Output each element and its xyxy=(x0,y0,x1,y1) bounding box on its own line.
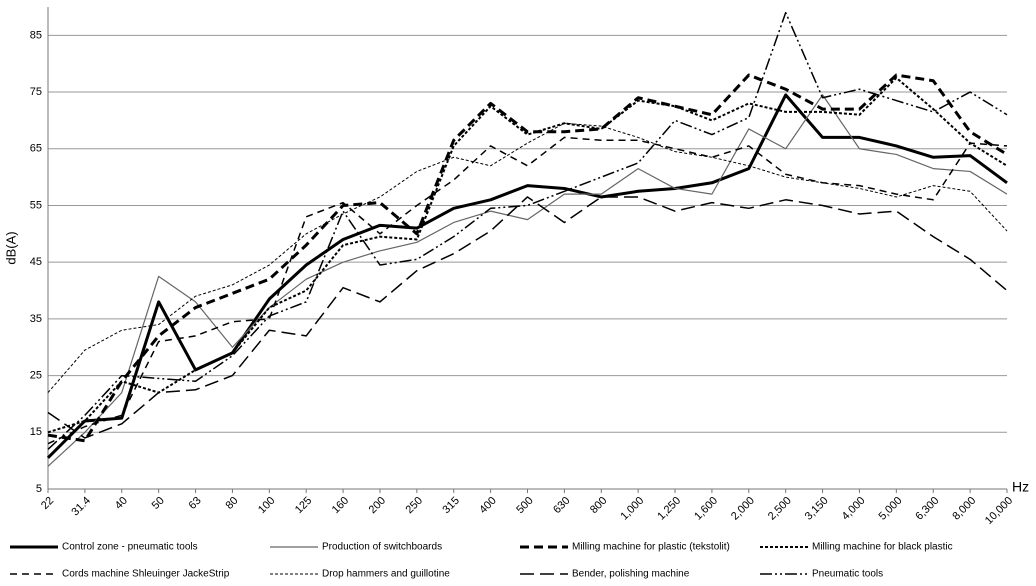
y-tick-label: 25 xyxy=(30,369,42,381)
x-tick-label: 200 xyxy=(367,495,388,516)
series-line xyxy=(47,11,1008,450)
legend-label: Bender, polishing machine xyxy=(572,569,690,580)
x-tick-label: 1,000 xyxy=(618,495,646,523)
y-tick-label: 85 xyxy=(30,29,42,41)
legend-label: Production of switchboards xyxy=(322,542,442,553)
x-tick-label: 5,000 xyxy=(877,495,905,523)
y-tick-label: 15 xyxy=(30,426,42,438)
x-tick-label: 315 xyxy=(440,495,461,516)
x-tick-label: 50 xyxy=(150,495,167,512)
y-tick-label: 5 xyxy=(36,483,42,495)
legend-label: Milling machine for black plastic xyxy=(812,542,953,553)
x-tick-label: 2,000 xyxy=(729,495,757,523)
x-tick-label: 100 xyxy=(256,495,277,516)
legend-label: Drop hammers and guillotine xyxy=(322,569,450,580)
x-tick-label: 3,150 xyxy=(803,495,831,523)
x-tick-label: 160 xyxy=(330,495,351,516)
x-axis-label: Hz xyxy=(1012,479,1029,495)
x-tick-label: 63 xyxy=(187,495,204,512)
y-tick-label: 35 xyxy=(30,313,42,325)
x-tick-label: 1,250 xyxy=(655,495,683,523)
legend-label: Pneumatic tools xyxy=(812,569,883,580)
series-line xyxy=(47,196,1008,439)
legend-label: Cords machine Shleuinger JackeStrip xyxy=(62,569,230,580)
x-tick-label: 400 xyxy=(477,495,498,516)
x-tick-label: 22 xyxy=(39,495,56,512)
x-tick-label: 500 xyxy=(514,495,535,516)
x-tick-label: 800 xyxy=(588,495,609,516)
y-tick-label: 55 xyxy=(30,199,42,211)
x-tick-label: 4,000 xyxy=(840,495,868,523)
y-tick-label: 75 xyxy=(30,86,42,98)
x-tick-label: 2,500 xyxy=(766,495,794,523)
x-tick-label: 40 xyxy=(113,495,130,512)
x-tick-label: 250 xyxy=(404,495,425,516)
y-axis-label: dB(A) xyxy=(3,231,18,264)
x-tick-label: 8,000 xyxy=(950,495,978,523)
series-line xyxy=(46,93,1008,459)
x-tick-label: 1,600 xyxy=(692,495,720,523)
y-tick-label: 45 xyxy=(30,256,42,268)
legend-label: Milling machine for plastic (tekstolit) xyxy=(572,542,730,553)
series-line xyxy=(47,73,1008,443)
x-tick-label: 6,300 xyxy=(913,495,941,523)
x-tick-label: 80 xyxy=(223,495,240,512)
x-tick-label: 10,000 xyxy=(983,495,1015,527)
y-tick-label: 65 xyxy=(30,143,42,155)
series-line xyxy=(47,136,1008,445)
series-line xyxy=(47,94,1008,467)
x-tick-label: 125 xyxy=(293,495,314,516)
x-tick-label: 31.4 xyxy=(69,495,93,519)
series-line xyxy=(47,122,1008,393)
x-tick-label: 630 xyxy=(551,495,572,516)
legend-label: Control zone - pneumatic tools xyxy=(62,542,198,553)
